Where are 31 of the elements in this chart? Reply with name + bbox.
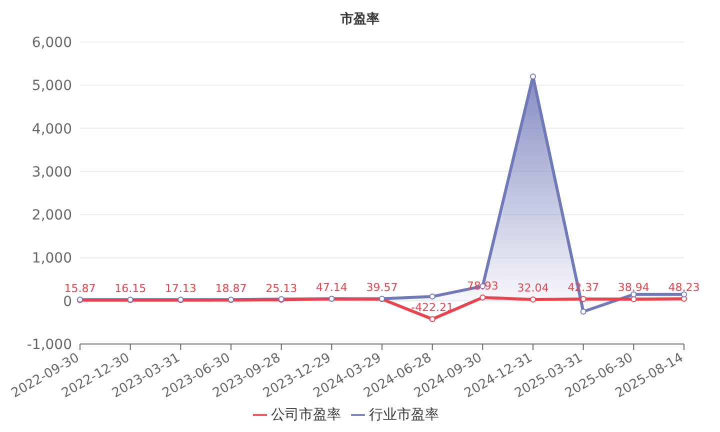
y-tick-label: 0	[63, 294, 72, 310]
y-tick-label: 1,000	[32, 250, 72, 267]
data-label: 38.94	[618, 281, 650, 294]
data-label: 25.13	[266, 282, 298, 295]
point	[630, 296, 637, 302]
point	[429, 294, 436, 300]
y-tick-label: 6,000	[32, 34, 72, 51]
chart-title: 市盈率	[340, 10, 380, 29]
data-label: 39.57	[366, 281, 398, 294]
data-label: 32.04	[517, 281, 549, 294]
data-label: 48.23	[668, 280, 700, 294]
point	[480, 294, 486, 300]
data-label: 17.13	[164, 282, 196, 296]
point	[580, 296, 586, 302]
data-label: 18.87	[215, 282, 247, 296]
y-tick-label: 3,000	[32, 164, 72, 180]
data-label: 15.87	[64, 282, 96, 296]
legend-label: 公司市盈率	[271, 407, 341, 423]
point	[530, 296, 536, 302]
point	[630, 291, 637, 298]
y-tick-label: 4,000	[32, 121, 72, 138]
data-label: -422.21	[411, 301, 454, 314]
data-label: 47.14	[316, 280, 348, 294]
data-label: 16.15	[114, 282, 146, 296]
y-tick-label: 2,000	[32, 208, 72, 224]
point	[681, 291, 687, 298]
y-tick-label: -1,000	[26, 336, 72, 353]
point	[429, 316, 436, 322]
legend-label: 行业市盈率	[369, 407, 439, 423]
point	[580, 308, 586, 315]
y-tick-label: 5,000	[32, 78, 72, 94]
